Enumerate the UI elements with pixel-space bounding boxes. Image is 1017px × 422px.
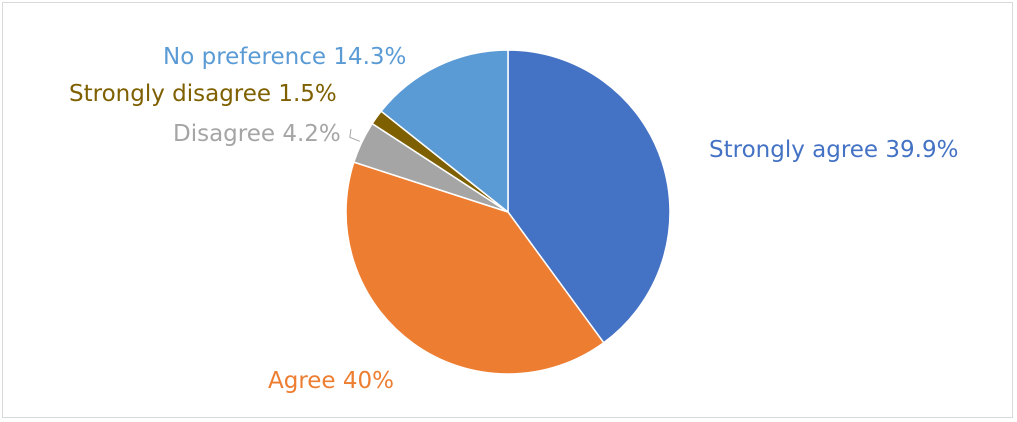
slice-label-strongly-disagree: Strongly disagree 1.5% xyxy=(69,81,337,107)
slice-label-no-preference: No preference 14.3% xyxy=(163,44,406,70)
pie-chart: Strongly agree 39.9% Agree 40% Disagree 4.… xyxy=(69,44,958,394)
pie-slice-agree xyxy=(345,161,605,375)
chart-area: Strongly agree 39.9% Agree 40% Disagree 4.… xyxy=(2,2,1013,418)
slice-label-disagree: Disagree 4.2% xyxy=(173,121,341,147)
leader-line-disagree xyxy=(349,128,360,142)
slice-label-strongly-agree: Strongly agree 39.9% xyxy=(709,137,958,163)
pie-slice-no-preference xyxy=(380,49,509,214)
pie-slice-strongly-agree xyxy=(507,49,671,344)
slice-label-agree: Agree 40% xyxy=(268,368,394,394)
